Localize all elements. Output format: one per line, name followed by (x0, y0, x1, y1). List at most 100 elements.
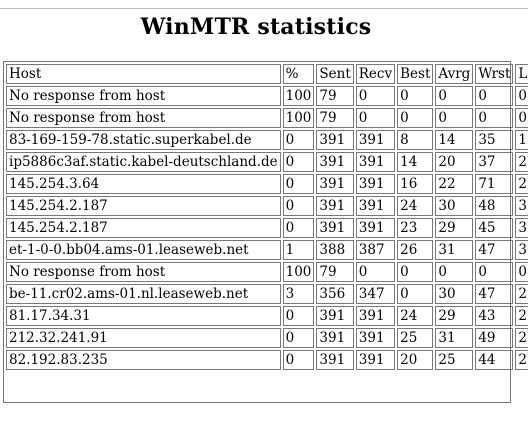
col-last: Last (515, 64, 528, 84)
avrg-cell: 0 (435, 86, 474, 106)
table-row: 81.17.34.31039139124294325 (6, 306, 528, 326)
wrst-cell: 0 (475, 262, 514, 282)
col-best: Best (397, 64, 434, 84)
host-cell: be-11.cr02.ams-01.nl.leaseweb.net (6, 284, 281, 304)
last-cell: 0 (515, 86, 528, 106)
loss-cell: 1 (282, 240, 315, 260)
last-cell: 29 (515, 284, 528, 304)
host-cell: No response from host (6, 86, 281, 106)
table-body: No response from host 100 79 0 0 0 0 0 No respon… (6, 86, 528, 370)
loss-cell: 0 (282, 130, 315, 150)
avrg-cell: 20 (435, 152, 474, 172)
loss-cell: 0 (282, 350, 315, 370)
avrg-cell: 0 (435, 262, 474, 282)
best-cell: 16 (397, 174, 434, 194)
sent-cell: 391 (316, 306, 354, 326)
wrst-cell: 47 (475, 240, 514, 260)
avrg-cell: 30 (435, 284, 474, 304)
recv-cell: 0 (355, 262, 396, 282)
best-cell: 20 (397, 350, 434, 370)
table-row: 145.254.2.187039139124304832 (6, 196, 528, 216)
top-divider (0, 8, 528, 9)
recv-cell: 391 (355, 152, 396, 172)
recv-cell: 347 (355, 284, 396, 304)
host-cell: 145.254.2.187 (6, 218, 281, 238)
avrg-cell: 0 (435, 108, 474, 128)
table-row: No response from host 100 79 0 0 0 0 0 (6, 86, 528, 106)
wrst-cell: 44 (475, 350, 514, 370)
sent-cell: 391 (316, 218, 354, 238)
recv-cell: 391 (355, 196, 396, 216)
wrst-cell: 49 (475, 328, 514, 348)
recv-cell: 0 (355, 86, 396, 106)
recv-cell: 391 (355, 350, 396, 370)
host-cell: No response from host (6, 108, 281, 128)
host-cell: et-1-0-0.bb04.ams-01.leaseweb.net (6, 240, 281, 260)
last-cell: 27 (515, 328, 528, 348)
stats-table-frame: Host % Sent Recv Best Avrg Wrst Last No … (3, 61, 528, 403)
sent-cell: 391 (316, 174, 354, 194)
table-row: 82.192.83.235039139120254423 (6, 350, 528, 370)
table-row: ip5886c3af.static.kabel-deutschland.de 0 3… (6, 152, 528, 172)
loss-cell: 0 (282, 196, 315, 216)
wrst-cell: 0 (475, 108, 514, 128)
host-cell: 81.17.34.31 (6, 306, 281, 326)
wrst-cell: 37 (475, 152, 514, 172)
host-cell: 83-169-159-78.static.superkabel.de (6, 130, 281, 150)
stats-table: Host % Sent Recv Best Avrg Wrst Last No … (4, 62, 528, 372)
table-header-row: Host % Sent Recv Best Avrg Wrst Last (6, 64, 528, 84)
loss-cell: 100 (282, 262, 315, 282)
last-cell: 31 (515, 218, 528, 238)
last-cell: 20 (515, 152, 528, 172)
page-title: WinMTR statistics (140, 14, 372, 40)
loss-cell: 0 (282, 306, 315, 326)
col-sent: Sent (316, 64, 354, 84)
table-row: 83-169-159-78.static.superkabel.de 0 391 39… (6, 130, 528, 150)
loss-cell: 0 (282, 174, 315, 194)
sent-cell: 356 (316, 284, 354, 304)
table-row: be-11.cr02.ams-01.nl.leaseweb.net 3 356 347… (6, 284, 528, 304)
wrst-cell: 43 (475, 306, 514, 326)
recv-cell: 391 (355, 328, 396, 348)
sent-cell: 388 (316, 240, 354, 260)
avrg-cell: 22 (435, 174, 474, 194)
host-cell: ip5886c3af.static.kabel-deutschland.de (6, 152, 281, 172)
table-row: 145.254.2.187039139123294531 (6, 218, 528, 238)
sent-cell: 79 (316, 108, 354, 128)
sent-cell: 391 (316, 350, 354, 370)
avrg-cell: 29 (435, 306, 474, 326)
table-row: No response from host 100 79 0 0 0 0 0 (6, 108, 528, 128)
loss-cell: 100 (282, 108, 315, 128)
loss-cell: 100 (282, 86, 315, 106)
col-recv: Recv (355, 64, 396, 84)
last-cell: 0 (515, 108, 528, 128)
avrg-cell: 30 (435, 196, 474, 216)
best-cell: 0 (397, 108, 434, 128)
wrst-cell: 71 (475, 174, 514, 194)
recv-cell: 391 (355, 306, 396, 326)
host-cell: 145.254.2.187 (6, 196, 281, 216)
sent-cell: 79 (316, 86, 354, 106)
col-loss-percent: % (282, 64, 315, 84)
host-cell: 212.32.241.91 (6, 328, 281, 348)
sent-cell: 391 (316, 152, 354, 172)
col-avrg: Avrg (435, 64, 474, 84)
sent-cell: 391 (316, 130, 354, 150)
table-row: et-1-0-0.bb04.ams-01.leaseweb.net 1 388 387… (6, 240, 528, 260)
col-wrst: Wrst (475, 64, 514, 84)
wrst-cell: 35 (475, 130, 514, 150)
best-cell: 23 (397, 218, 434, 238)
best-cell: 24 (397, 196, 434, 216)
col-host: Host (6, 64, 281, 84)
table-row: 145.254.3.64039139116227122 (6, 174, 528, 194)
loss-cell: 0 (282, 218, 315, 238)
host-cell: 145.254.3.64 (6, 174, 281, 194)
wrst-cell: 48 (475, 196, 514, 216)
wrst-cell: 47 (475, 284, 514, 304)
loss-cell: 0 (282, 152, 315, 172)
avrg-cell: 31 (435, 240, 474, 260)
best-cell: 25 (397, 328, 434, 348)
last-cell: 32 (515, 196, 528, 216)
avrg-cell: 25 (435, 350, 474, 370)
last-cell: 30 (515, 240, 528, 260)
